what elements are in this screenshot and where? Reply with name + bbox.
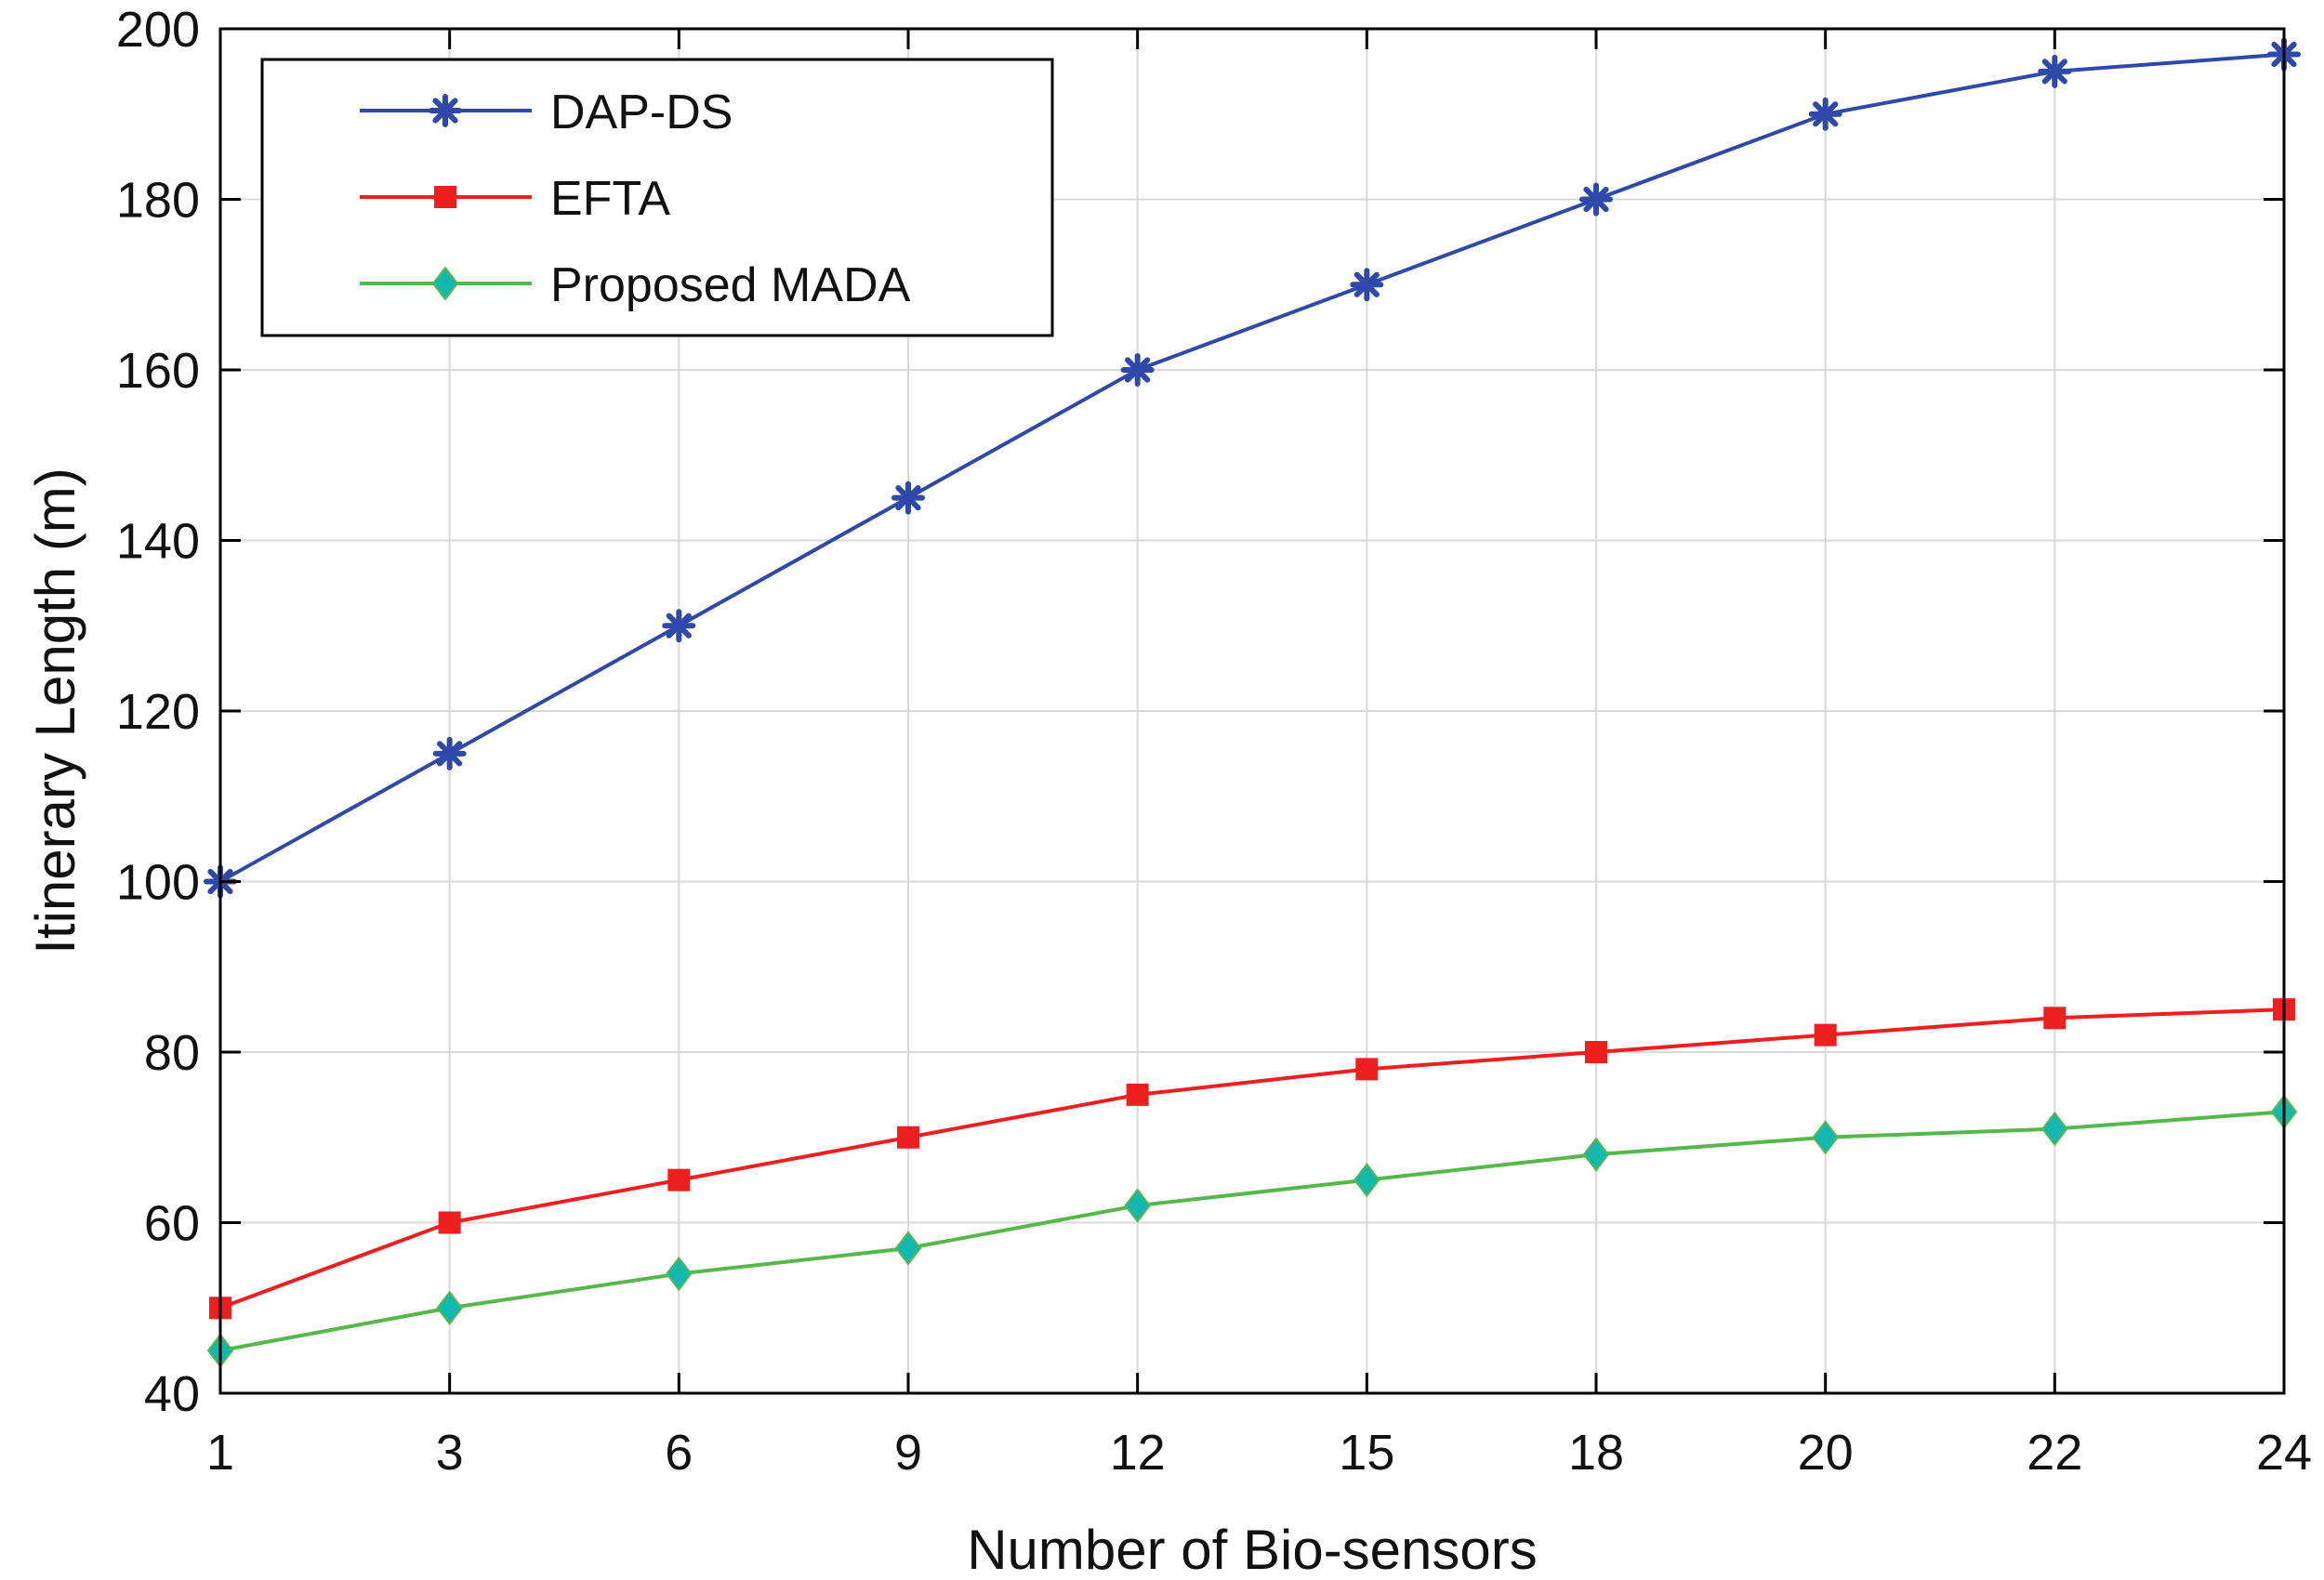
efta-marker bbox=[1814, 1023, 1837, 1047]
y-tick-label: 140 bbox=[116, 514, 200, 570]
efta-marker bbox=[1355, 1058, 1379, 1081]
y-tick-label: 100 bbox=[116, 855, 200, 911]
dapds-marker-stroke bbox=[432, 98, 458, 124]
x-tick-label: 20 bbox=[1798, 1425, 1854, 1481]
mada-marker bbox=[1812, 1120, 1839, 1155]
y-tick-label: 180 bbox=[116, 173, 200, 229]
mada-marker bbox=[1124, 1188, 1151, 1223]
dapds-marker-stroke bbox=[1583, 186, 1609, 213]
efta-marker bbox=[438, 1211, 461, 1234]
dapds-marker bbox=[429, 94, 462, 127]
x-tick-label: 9 bbox=[894, 1425, 922, 1481]
dapds-marker bbox=[432, 736, 467, 770]
x-tick-label: 15 bbox=[1339, 1425, 1394, 1481]
dapds-marker-stroke bbox=[1813, 101, 1839, 127]
efta-marker bbox=[1585, 1041, 1607, 1063]
dapds-marker bbox=[891, 481, 925, 515]
legend: DAP-DS EFTA Proposed MADA bbox=[260, 58, 1054, 337]
mada-marker bbox=[436, 1290, 463, 1325]
x-axis-title: Number of Bio-sensors bbox=[967, 1519, 1538, 1580]
x-tick-label: 1 bbox=[206, 1425, 234, 1481]
y-tick-label: 60 bbox=[144, 1196, 200, 1252]
mada-line bbox=[219, 1110, 2285, 1353]
axis-ticks: 1 3 6 9 12 15 18 20 22 24 40 60 80 100 120 140 160 180 200 bbox=[116, 2, 2312, 1481]
efta-marker bbox=[667, 1168, 691, 1192]
dapds-marker bbox=[1579, 182, 1613, 217]
efta-marker bbox=[434, 186, 456, 208]
dapds-marker-stroke bbox=[2041, 59, 2067, 85]
mada-marker bbox=[1353, 1162, 1380, 1198]
dapds-marker-stroke bbox=[895, 485, 921, 511]
series-layer bbox=[204, 37, 2301, 1368]
y-tick-label: 80 bbox=[144, 1025, 200, 1081]
mada-marker bbox=[894, 1231, 922, 1266]
efta-marker bbox=[1126, 1083, 1149, 1106]
dapds-marker bbox=[2038, 54, 2072, 88]
dapds-marker bbox=[662, 609, 696, 643]
mada-marker bbox=[431, 266, 459, 301]
legend-label-mada: Proposed MADA bbox=[550, 258, 911, 312]
legend-label-efta: EFTA bbox=[550, 172, 670, 226]
efta-marker bbox=[2043, 1007, 2067, 1030]
dapds-marker bbox=[1120, 353, 1155, 387]
x-tick-label: 22 bbox=[2027, 1425, 2082, 1481]
legend-label-dapds: DAP-DS bbox=[550, 86, 733, 139]
x-tick-label: 24 bbox=[2256, 1425, 2312, 1481]
dapds-marker bbox=[1350, 268, 1384, 302]
x-tick-label: 6 bbox=[665, 1425, 693, 1481]
mada-marker bbox=[666, 1256, 693, 1292]
grid bbox=[220, 29, 2284, 1393]
y-axis-title: Itinerary Length (m) bbox=[24, 467, 86, 955]
mada-marker bbox=[2041, 1111, 2068, 1147]
x-tick-label: 18 bbox=[1568, 1425, 1624, 1481]
y-tick-label: 40 bbox=[144, 1366, 200, 1422]
dapds-marker-stroke bbox=[1353, 271, 1380, 297]
dapds-marker-stroke bbox=[666, 612, 692, 639]
x-tick-label: 12 bbox=[1110, 1425, 1166, 1481]
mada-marker bbox=[1582, 1137, 1610, 1172]
y-tick-label: 120 bbox=[116, 684, 200, 740]
dapds-marker-stroke bbox=[437, 741, 463, 767]
dapds-marker-stroke bbox=[1125, 357, 1151, 383]
efta-line bbox=[219, 1007, 2285, 1310]
y-tick-label: 160 bbox=[116, 343, 200, 399]
dapds-line bbox=[219, 52, 2285, 884]
efta-marker bbox=[897, 1126, 919, 1149]
y-tick-label: 200 bbox=[116, 2, 200, 58]
x-tick-label: 3 bbox=[436, 1425, 464, 1481]
dapds-marker bbox=[1808, 97, 1842, 131]
